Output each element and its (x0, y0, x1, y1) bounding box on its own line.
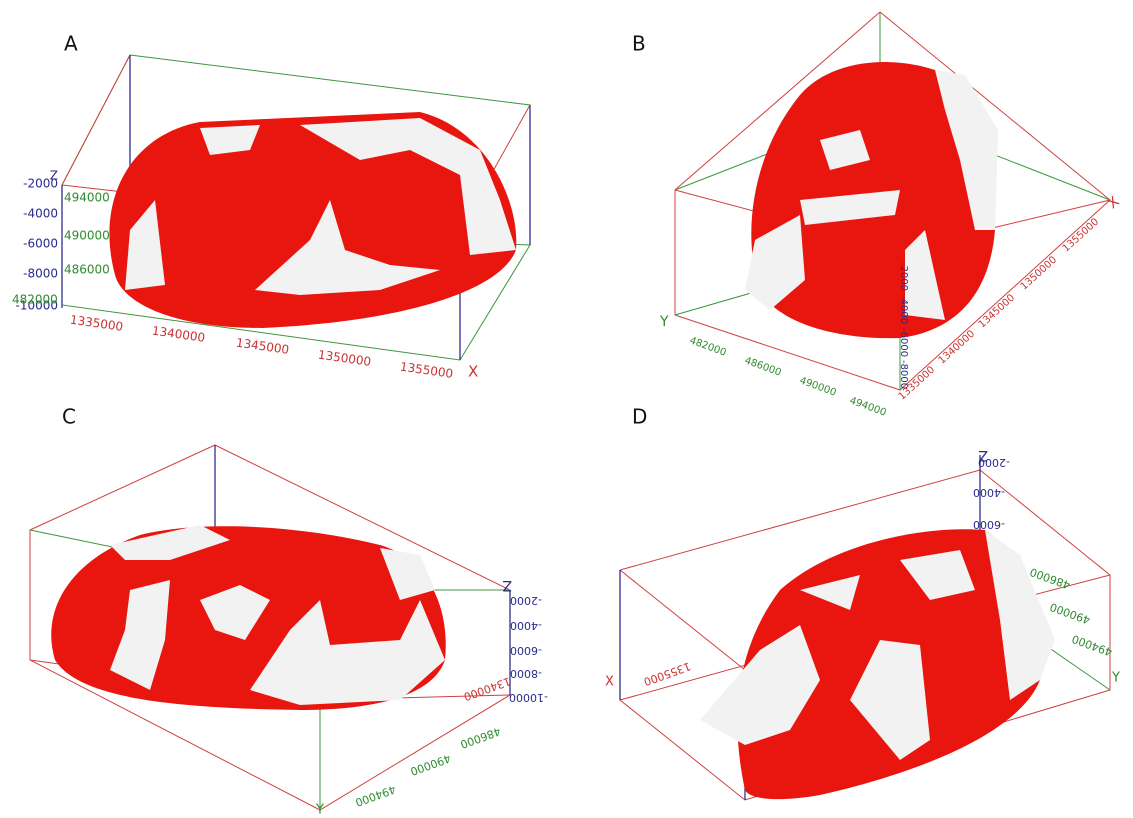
panel-label: D (632, 405, 647, 429)
panel-c: C Z -2000 -4000 -6000 -8000 -10000 13400… (29, 405, 548, 818)
surface-patch (745, 70, 998, 320)
tick-label: 1345000 (977, 292, 1017, 330)
tick-label: -4000 (973, 486, 1005, 499)
tick-label: 494000 (1070, 632, 1114, 659)
tick-label: -6000 (23, 237, 58, 251)
tick-label: -6000 (898, 328, 909, 357)
tick-label: 494000 (64, 191, 110, 205)
surface-patch (700, 530, 1055, 760)
tick-label: 494000 (848, 395, 888, 418)
axis-name: X (605, 675, 614, 690)
axis-name: Z (978, 447, 988, 463)
tick-label: 1350000 (1019, 254, 1059, 292)
tick-label: 1340000 (151, 324, 206, 345)
tick-label: -4000 (510, 619, 542, 632)
tick-label: 1340000 (937, 328, 977, 366)
panel-label: A (64, 32, 78, 56)
tick-label: -10000 (15, 299, 58, 313)
tick-label: -6000 (973, 518, 1005, 531)
axis-name: X (468, 363, 478, 381)
tick-label: 1345000 (235, 336, 290, 357)
tick-label: -2000 (978, 456, 1010, 469)
panel-label: B (632, 32, 646, 56)
tick-label: 486000 (1028, 565, 1072, 592)
axis-name: Y (315, 803, 324, 818)
tick-label: 482000 (688, 335, 728, 358)
tick-label: -2000 (510, 594, 542, 607)
axis-name: Z (502, 577, 512, 593)
tick-label: 490000 (1048, 600, 1092, 627)
tick-label: -4000 (898, 295, 909, 324)
tick-label: 494000 (353, 782, 397, 809)
panel-b: B Y 482000 486000 490000 494000 1335000 … (632, 11, 1123, 419)
tick-label: 490000 (408, 751, 452, 778)
axis-name: Z (50, 169, 58, 183)
box (61, 55, 531, 360)
surface-patch (125, 118, 516, 295)
axis-name: X (1105, 193, 1123, 212)
tick-label: -2000 (23, 177, 58, 191)
tick-label: 1335000 (69, 313, 124, 334)
tick-label: 1355000 (1061, 216, 1101, 254)
tick-label: 490000 (798, 375, 838, 398)
tick-label: 482000 (12, 293, 58, 307)
tick-label: 486000 (458, 724, 502, 751)
axis-name: Y (1111, 671, 1120, 686)
axis-name: Y (659, 314, 669, 330)
tick-label: -6000 (510, 644, 542, 657)
tick-label: -8000 (898, 360, 909, 389)
tick-label: 490000 (64, 229, 110, 243)
tick-label: -8000 (23, 267, 58, 281)
panel-d: D Z -2000 -4000 -6000 X 1355000 486000 4… (605, 405, 1120, 801)
tick-label: 1350000 (317, 348, 372, 369)
tick-label: 486000 (743, 355, 783, 378)
surface-patch (110, 525, 445, 705)
tick-label: -8000 (510, 667, 542, 680)
tick-label: 1355000 (642, 659, 692, 688)
tick-label: -2000 (898, 262, 909, 291)
panel-a: A Z -2000 -4000 -6000 -8000 -10000 49400… (12, 32, 531, 381)
tick-label: 486000 (64, 263, 110, 277)
tick-label: -4000 (23, 207, 58, 221)
panel-label: C (62, 405, 76, 429)
tick-label: 1355000 (399, 360, 454, 381)
tick-label: 1340000 (462, 674, 512, 703)
tick-label: -10000 (509, 691, 548, 704)
